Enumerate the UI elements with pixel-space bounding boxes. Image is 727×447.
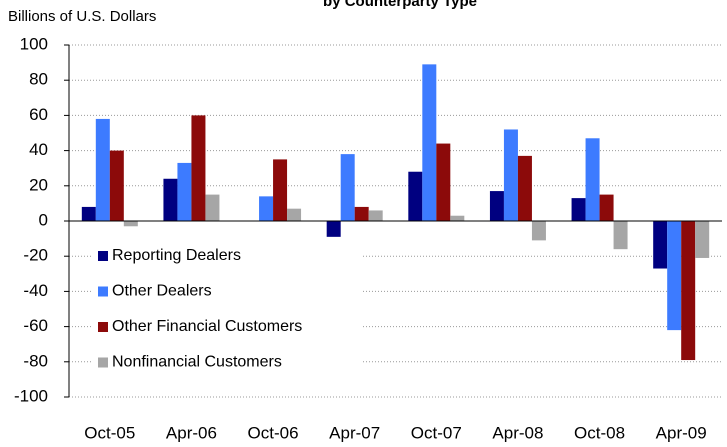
- bar: [340, 154, 355, 221]
- y-tick-label: 80: [29, 70, 48, 89]
- bar: [81, 206, 96, 221]
- legend-label: Other Dealers: [112, 283, 212, 300]
- bar: [177, 162, 192, 221]
- y-tick-label: -60: [23, 316, 48, 335]
- bar: [695, 221, 710, 258]
- bar: [667, 221, 682, 331]
- y-axis-label: Billions of U.S. Dollars: [8, 8, 156, 25]
- y-tick-label: -40: [23, 281, 48, 300]
- bar: [436, 143, 451, 221]
- legend-swatch: [98, 286, 108, 297]
- bar: [109, 150, 124, 221]
- y-tick-label: -100: [14, 386, 48, 405]
- y-tick-label: -80: [23, 351, 48, 370]
- bar: [326, 221, 341, 237]
- legend-box: [92, 238, 362, 378]
- y-tick-label: 100: [20, 34, 48, 53]
- x-tick-label: Apr-06: [166, 423, 217, 442]
- bar: [489, 191, 504, 221]
- x-tick-label: Oct-08: [574, 423, 625, 442]
- bar: [408, 171, 423, 221]
- x-tick-label: Oct-06: [248, 423, 299, 442]
- bar: [599, 194, 614, 221]
- x-tick-label: Apr-07: [329, 423, 380, 442]
- legend-label: Reporting Dealers: [112, 247, 241, 264]
- bar: [613, 221, 628, 250]
- bar: [517, 155, 532, 221]
- bar: [191, 115, 206, 221]
- x-tick-label: Oct-05: [84, 423, 135, 442]
- y-tick-label: 60: [29, 105, 48, 124]
- legend-swatch: [98, 322, 108, 332]
- bar: [571, 198, 586, 221]
- bar: [681, 221, 696, 361]
- bar: [653, 221, 668, 269]
- chart-title: by Counterparty Type: [323, 0, 477, 10]
- bar: [259, 196, 274, 221]
- y-tick-label: -20: [23, 246, 48, 265]
- x-tick-label: Apr-08: [492, 423, 543, 442]
- bar: [205, 194, 220, 221]
- y-tick-label: 40: [29, 140, 48, 159]
- legend-label: Nonfinancial Customers: [112, 354, 282, 371]
- bar: [503, 129, 518, 221]
- bar: [354, 206, 369, 221]
- bar: [287, 208, 302, 221]
- bar: [95, 118, 110, 221]
- legend-swatch: [98, 357, 108, 368]
- bar: [531, 221, 546, 241]
- y-tick-label: 0: [39, 210, 48, 229]
- bar: [123, 221, 138, 227]
- x-tick-label: Apr-09: [656, 423, 707, 442]
- legend-label: Other Financial Customers: [112, 318, 302, 335]
- x-tick-label: Oct-07: [411, 423, 462, 442]
- bar: [273, 159, 288, 221]
- legend-swatch: [98, 251, 108, 261]
- y-tick-label: 20: [29, 175, 48, 194]
- bar: [450, 215, 465, 221]
- bar: [163, 178, 178, 221]
- bar: [422, 64, 437, 221]
- bar: [585, 138, 600, 221]
- bar: [368, 210, 383, 221]
